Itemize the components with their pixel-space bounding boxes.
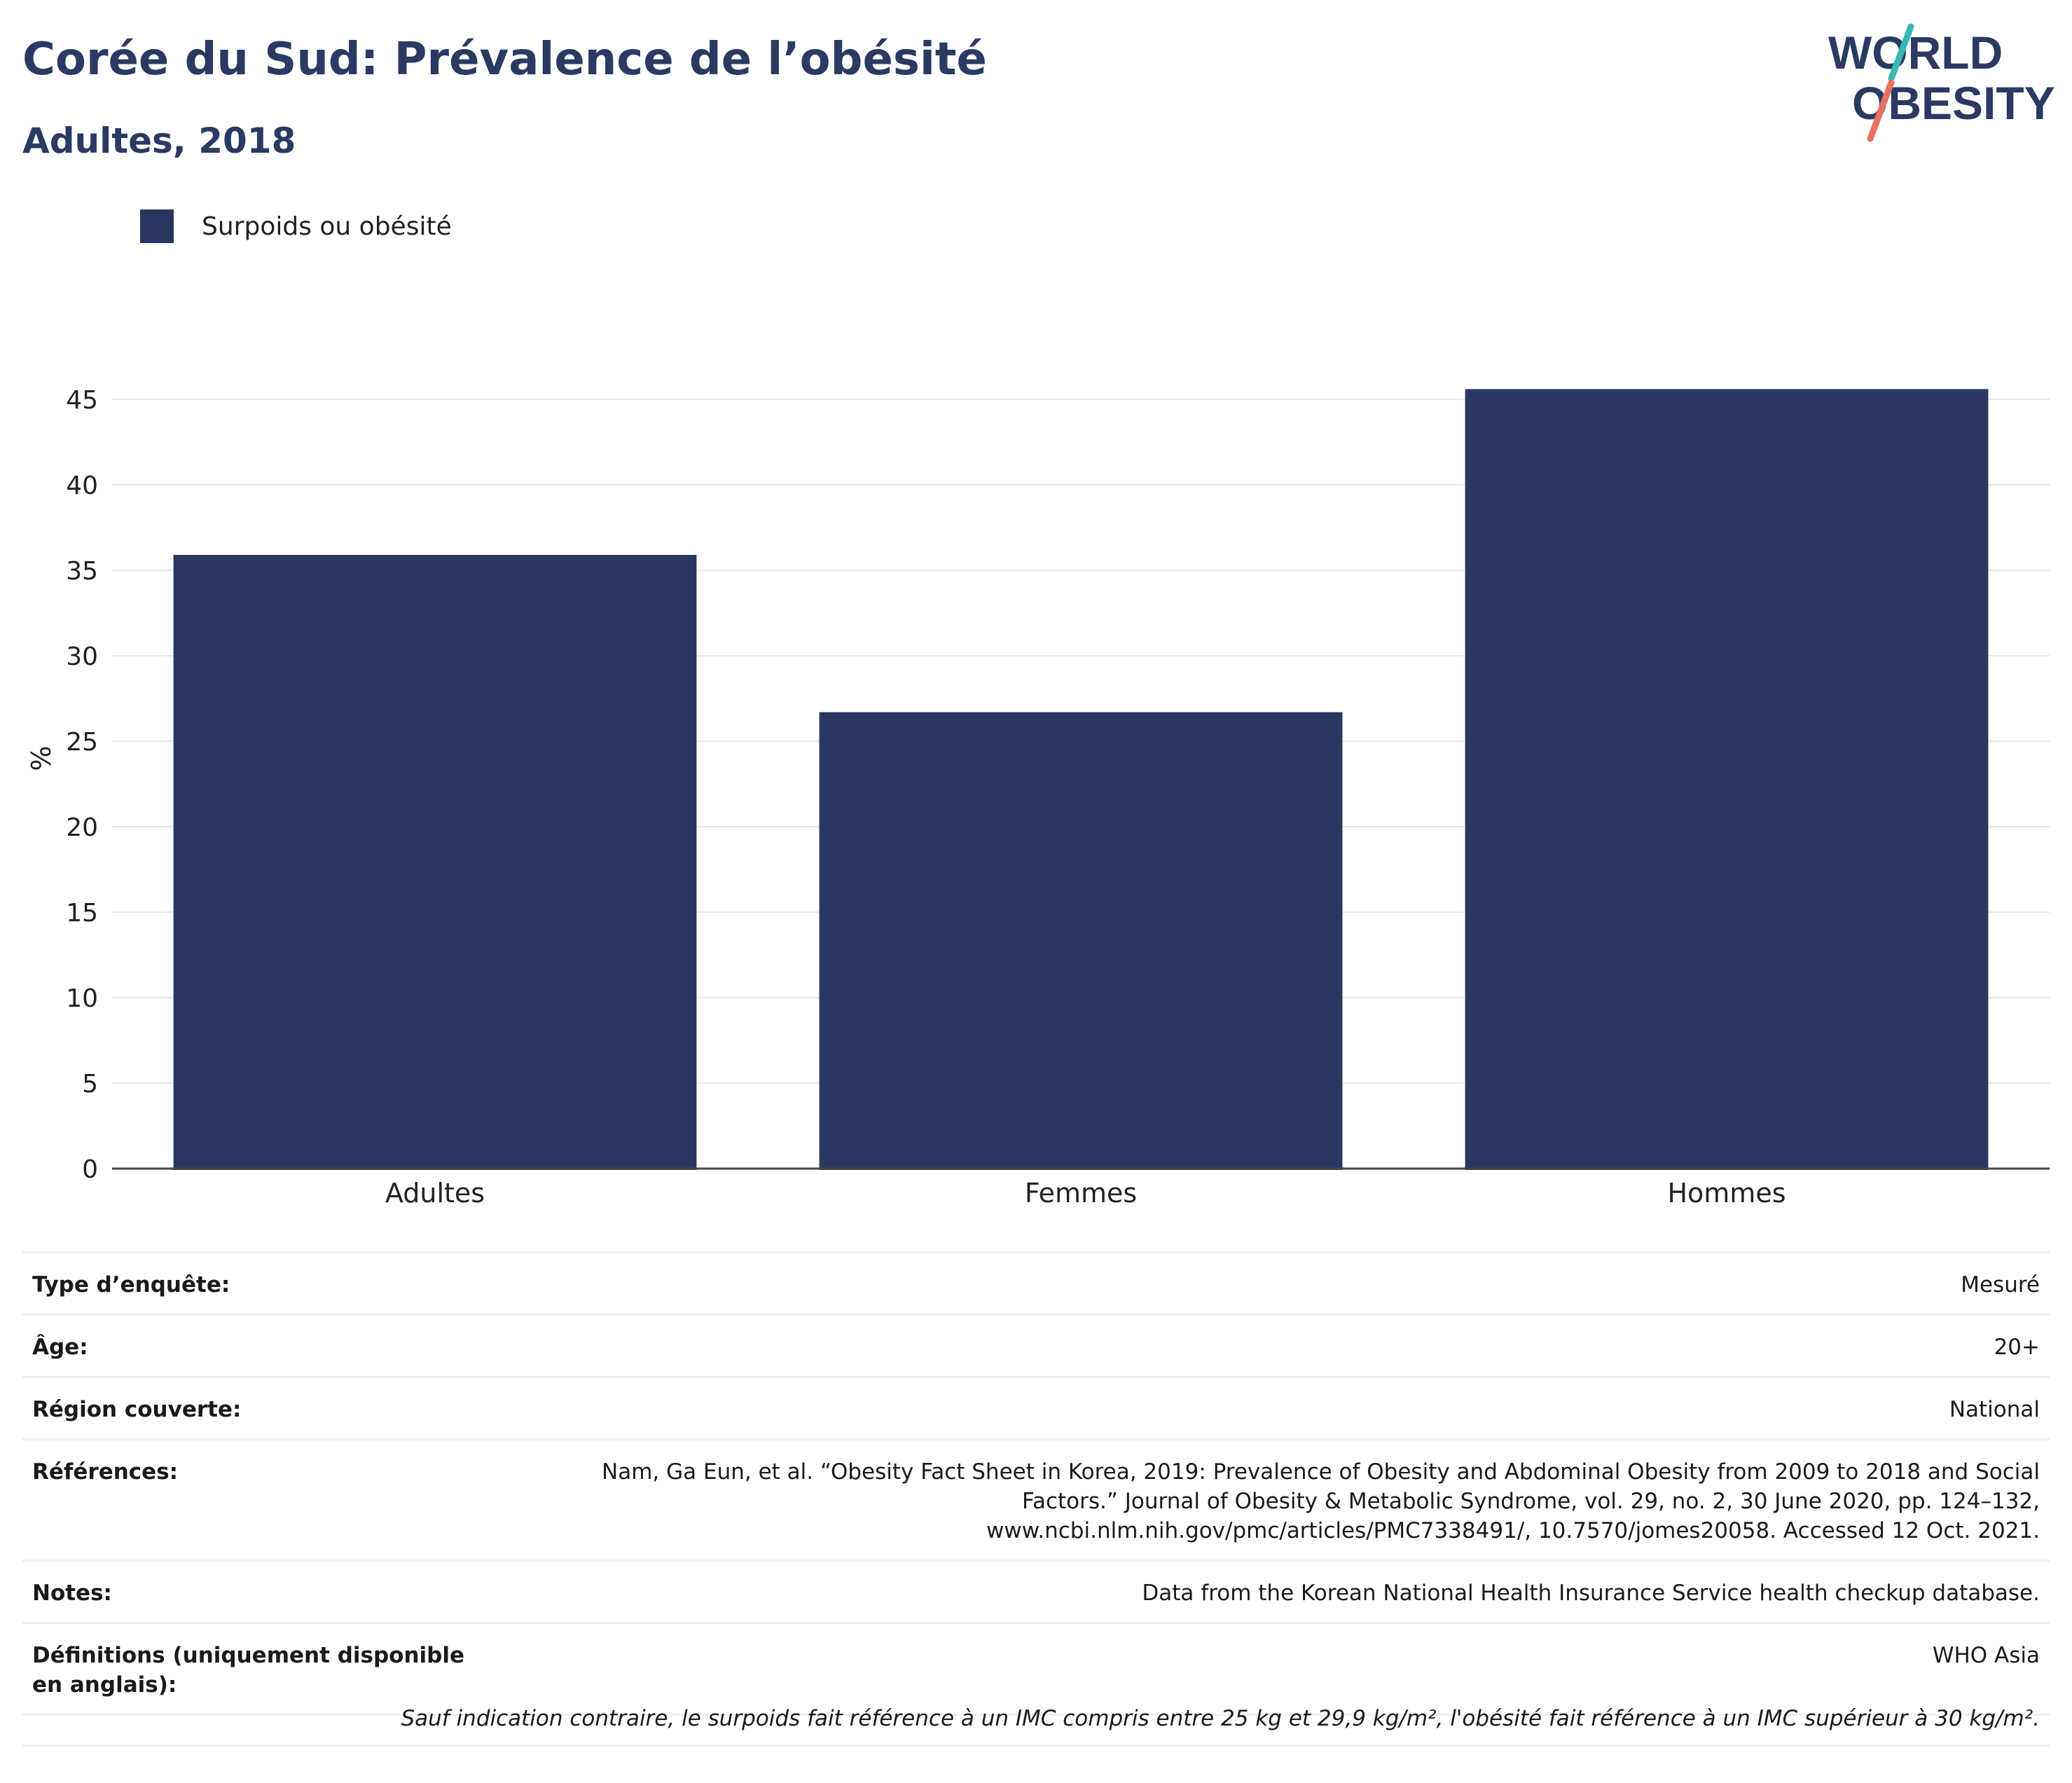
y-tick-labels: 0 5 10 15 20 25 30 35 40 45	[66, 386, 98, 1184]
metadata-key: Région couverte:	[22, 1376, 497, 1440]
chart-legend[interactable]: Surpoids ou obésité	[140, 209, 452, 244]
logo-slash-teal	[1888, 23, 1914, 82]
metadata-value: 20+	[497, 1314, 2050, 1377]
world-obesity-logo: WORLD OBESITY	[1828, 23, 2055, 142]
y-tick-label: 10	[66, 984, 98, 1013]
bar-hommes[interactable]	[1465, 389, 1989, 1170]
bar-femmes[interactable]	[819, 712, 1343, 1170]
metadata-row: Région couverte: National	[22, 1376, 2050, 1440]
metadata-table: Type d’enquête: Mesuré Âge: 20+ Région couve…	[22, 1251, 2050, 1716]
chart-title: Corée du Sud: Prévalence de l’obésité	[22, 34, 987, 85]
legend-swatch	[140, 209, 174, 243]
metadata-value: WHO Asia	[497, 1622, 2050, 1716]
x-category-labels: Adultes Femmes Hommes	[385, 1178, 1786, 1209]
y-tick-label: 0	[82, 1155, 98, 1184]
metadata-key: Âge:	[22, 1314, 497, 1377]
metadata-row: Âge: 20+	[22, 1314, 2050, 1377]
metadata-key: Type d’enquête:	[22, 1251, 497, 1315]
x-category-label: Adultes	[385, 1178, 485, 1209]
metadata-key: Références:	[22, 1438, 497, 1561]
x-category-label: Femmes	[1025, 1178, 1137, 1209]
y-tick-label: 20	[66, 813, 98, 842]
x-category-label: Hommes	[1667, 1178, 1786, 1209]
bar-chart: 0 5 10 15 20 25 30 35 40 45 Adultes Femmes Hommes %	[26, 386, 2050, 1209]
logo-word-world: WORLD	[1828, 27, 2003, 78]
logo-slash-coral	[1867, 79, 1895, 142]
y-tick-label: 35	[66, 557, 98, 586]
bar-adultes[interactable]	[173, 555, 697, 1170]
metadata-row: Notes: Data from the Korean National Heal…	[22, 1560, 2050, 1623]
y-tick-label: 25	[66, 728, 98, 757]
legend-label: Surpoids ou obésité	[202, 212, 452, 241]
y-tick-label: 5	[82, 1070, 98, 1099]
y-tick-label: 30	[66, 642, 98, 671]
y-tick-label: 40	[66, 471, 98, 500]
metadata-key: Notes:	[22, 1560, 497, 1623]
metadata-value: Data from the Korean National Health Ins…	[497, 1560, 2050, 1623]
footnote-divider	[22, 1744, 2050, 1747]
metadata-key: Définitions (uniquement disponible en an…	[22, 1622, 497, 1716]
footnote: Sauf indication contraire, le surpoids f…	[401, 1706, 2040, 1731]
y-tick-label: 15	[66, 899, 98, 928]
bars	[173, 389, 1989, 1170]
y-tick-label: 45	[66, 386, 98, 415]
metadata-row: Références: Nam, Ga Eun, et al. “Obesity …	[22, 1438, 2050, 1561]
metadata-row: Définitions (uniquement disponible en an…	[22, 1622, 2050, 1716]
y-axis-title: %	[26, 745, 57, 771]
chart-subtitle: Adultes, 2018	[22, 121, 296, 161]
metadata-row: Type d’enquête: Mesuré	[22, 1251, 2050, 1315]
metadata-value: Mesuré	[497, 1251, 2050, 1315]
metadata-value: Nam, Ga Eun, et al. “Obesity Fact Sheet …	[497, 1438, 2050, 1561]
metadata-value: National	[497, 1376, 2050, 1440]
